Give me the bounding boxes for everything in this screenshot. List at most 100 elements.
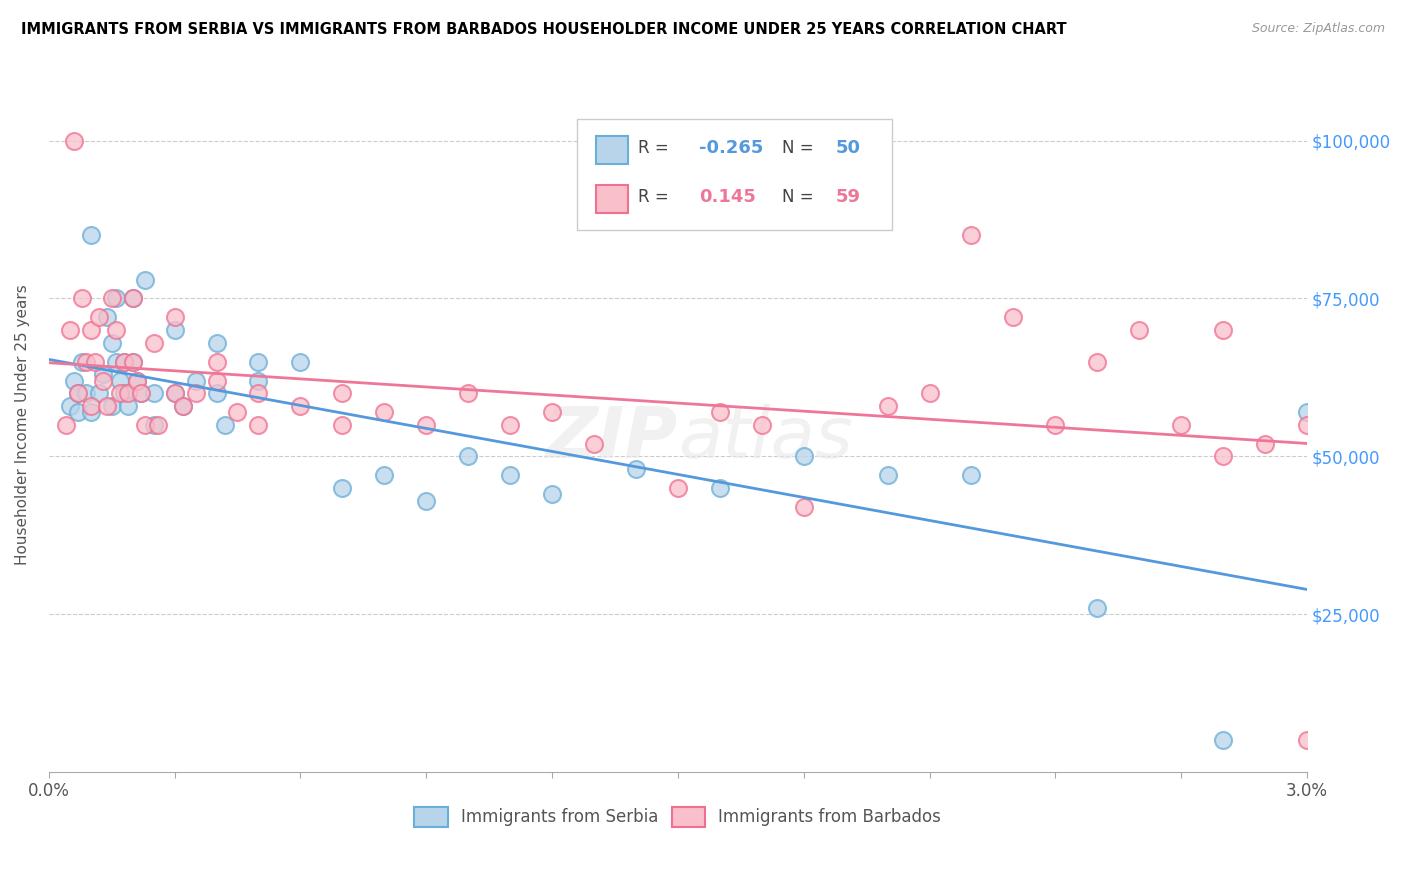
Point (67, 386, 90, 401)
Point (121, 292, 143, 306)
Text: N =: N = (782, 139, 820, 157)
Point (541, 405, 564, 419)
Point (87, 310, 110, 325)
Point (793, 500, 815, 514)
Bar (596, 136, 627, 164)
Point (373, 405, 395, 419)
Point (205, 386, 228, 401)
Point (415, 493, 437, 508)
Point (960, 468, 983, 483)
Point (582, 436, 605, 450)
Point (163, 386, 186, 401)
Point (1045, 417, 1067, 432)
Point (499, 468, 522, 483)
Point (172, 399, 194, 413)
Point (96, 310, 118, 325)
Point (104, 292, 127, 306)
Text: 59: 59 (835, 188, 860, 206)
Point (80, 228, 103, 243)
Point (214, 417, 236, 432)
Point (499, 417, 522, 432)
Point (104, 354, 127, 368)
Text: R =: R = (637, 139, 673, 157)
Point (709, 405, 731, 419)
Point (108, 386, 131, 401)
Point (142, 335, 165, 350)
FancyBboxPatch shape (578, 120, 891, 230)
Point (121, 292, 143, 306)
Point (163, 310, 186, 325)
Point (134, 272, 156, 286)
Point (247, 386, 270, 401)
Point (247, 354, 270, 368)
Point (91, 374, 114, 388)
Point (142, 386, 165, 401)
Point (63, 374, 86, 388)
Point (142, 417, 165, 432)
Point (76, 386, 98, 401)
Point (330, 417, 353, 432)
Point (1085, 354, 1108, 368)
Text: N =: N = (782, 188, 820, 206)
Point (918, 386, 941, 401)
Point (666, 481, 689, 495)
Point (793, 450, 815, 464)
Point (112, 354, 135, 368)
Point (72, 292, 94, 306)
Point (1296, 405, 1319, 419)
Point (247, 417, 270, 432)
Text: atlas: atlas (678, 404, 852, 473)
Text: ZIP: ZIP (546, 404, 678, 473)
Point (117, 399, 139, 413)
Point (541, 487, 564, 501)
Point (624, 462, 647, 476)
Point (104, 323, 127, 337)
Point (330, 481, 353, 495)
Point (112, 354, 135, 368)
Point (80, 405, 103, 419)
Point (876, 468, 898, 483)
Point (91, 368, 114, 382)
Point (172, 399, 194, 413)
Y-axis label: Householder Income Under 25 years: Householder Income Under 25 years (15, 285, 30, 566)
Point (117, 386, 139, 401)
Point (125, 374, 148, 388)
Bar (596, 186, 627, 213)
Point (709, 481, 731, 495)
Text: IMMIGRANTS FROM SERBIA VS IMMIGRANTS FROM BARBADOS HOUSEHOLDER INCOME UNDER 25 Y: IMMIGRANTS FROM SERBIA VS IMMIGRANTS FRO… (21, 22, 1067, 37)
Point (163, 323, 186, 337)
Point (76, 354, 98, 368)
Point (59, 323, 82, 337)
Point (1170, 417, 1192, 432)
Text: 50: 50 (835, 139, 860, 157)
Point (226, 405, 249, 419)
Point (134, 417, 156, 432)
Point (1296, 733, 1319, 747)
Point (290, 354, 312, 368)
Point (55, 417, 77, 432)
Point (876, 399, 898, 413)
Text: Source: ZipAtlas.com: Source: ZipAtlas.com (1251, 22, 1385, 36)
Point (125, 374, 148, 388)
Legend: Immigrants from Serbia, Immigrants from Barbados: Immigrants from Serbia, Immigrants from … (408, 801, 948, 833)
Point (72, 354, 94, 368)
Point (184, 386, 207, 401)
Point (184, 374, 207, 388)
Point (960, 228, 983, 243)
Point (205, 335, 228, 350)
Point (129, 386, 152, 401)
Point (80, 399, 103, 413)
Point (1212, 450, 1234, 464)
Point (83, 354, 105, 368)
Point (108, 374, 131, 388)
Text: -0.265: -0.265 (699, 139, 763, 157)
Point (205, 374, 228, 388)
Point (1002, 310, 1025, 325)
Point (67, 405, 90, 419)
Point (146, 417, 169, 432)
Point (121, 354, 143, 368)
Point (96, 399, 118, 413)
Point (1296, 417, 1319, 432)
Point (63, 134, 86, 148)
Point (330, 386, 353, 401)
